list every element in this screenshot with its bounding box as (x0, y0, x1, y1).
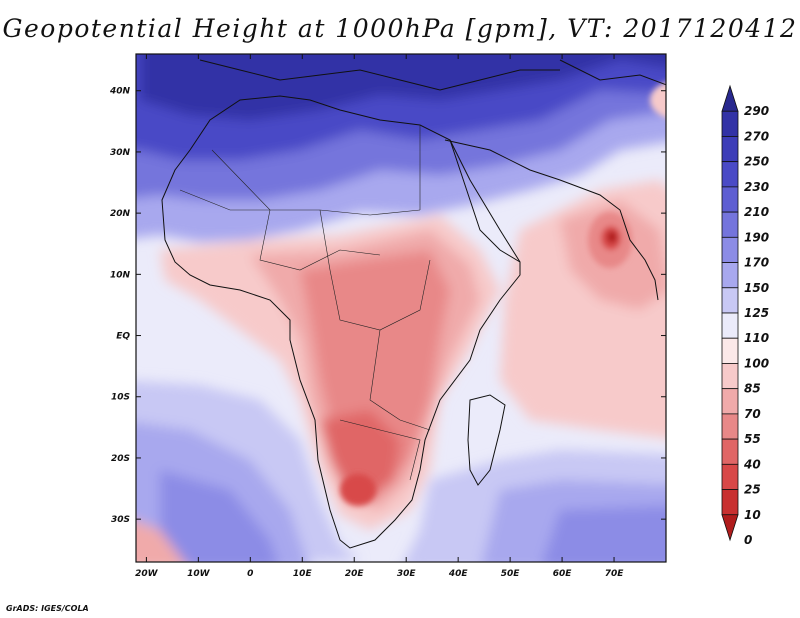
colorbar-swatch (721, 84, 739, 112)
lat-tick-label: 20N (110, 209, 131, 219)
country-borders (179, 125, 431, 481)
colorbar-label: 70 (744, 407, 761, 421)
colorbar-swatch (721, 186, 739, 213)
lon-tick-label: 10W (187, 569, 211, 579)
colorbar-swatch (721, 363, 739, 390)
plot-frame (135, 53, 667, 563)
lon-tick-label: 30E (397, 569, 417, 579)
lat-tick-label: 40N (109, 87, 131, 97)
colorbar-label: 10 (744, 508, 761, 522)
credit-label: GrADS: IGES/COLA (6, 604, 89, 613)
lat-tick-label: 20S (111, 454, 130, 464)
lat-tick-label: 30N (110, 148, 131, 158)
colorbar: 2902702502302101901701501251101008570554… (721, 84, 769, 547)
colorbar-swatch (721, 413, 739, 440)
lat-tick-label: 10S (111, 393, 130, 403)
colorbar-swatch (721, 312, 739, 339)
map-title: Geopotential Height at 1000hPa [gpm], VT… (2, 14, 798, 43)
height-field (136, 54, 666, 562)
colorbar-label: 85 (744, 382, 761, 396)
colorbar-swatch (721, 262, 739, 289)
lon-tick-label: 20W (135, 569, 159, 579)
colorbar-label: 0 (744, 533, 752, 547)
colorbar-swatch (721, 463, 739, 490)
colorbar-label: 290 (744, 104, 769, 118)
colorbar-label: 40 (743, 457, 761, 471)
colorbar-swatch (721, 236, 739, 263)
lon-tick-label: 40E (448, 569, 469, 579)
lon-tick-label: 50E (501, 569, 521, 579)
colorbar-label: 150 (744, 281, 769, 295)
colorbar-label: 170 (744, 256, 769, 270)
colorbar-swatch (721, 337, 739, 364)
colorbar-swatch (721, 110, 739, 137)
lon-tick-label: 0 (247, 569, 253, 579)
lon-tick-label: 10E (293, 569, 313, 579)
colorbar-label: 250 (744, 155, 769, 169)
colorbar-label: 125 (744, 306, 769, 320)
colorbar-label: 110 (744, 331, 769, 345)
colorbar-swatch (721, 438, 739, 465)
lon-tick-label: 20E (345, 569, 365, 579)
lon-tick-label: 60E (553, 569, 573, 579)
colorbar-swatch (721, 136, 739, 163)
lat-tick-label: 10N (110, 270, 131, 280)
colorbar-label: 55 (744, 432, 761, 446)
colorbar-swatch (721, 211, 739, 238)
colorbar-swatch (721, 489, 739, 516)
colorbar-swatch (721, 514, 739, 542)
colorbar-label: 230 (744, 180, 769, 194)
colorbar-label: 190 (744, 230, 769, 244)
colorbar-label: 25 (744, 483, 761, 497)
axis-ticks: 20W 10W 0 10E 20E 30E 40E 50E 60E 70E 40N 30N 20N 10N… (109, 54, 666, 579)
lon-tick-label: 70E (605, 569, 625, 579)
colorbar-swatch (721, 161, 739, 188)
lat-tick-label: 30S (111, 515, 130, 525)
coastlines (161, 59, 666, 549)
colorbar-label: 100 (744, 356, 769, 370)
colorbar-swatch (721, 287, 739, 314)
colorbar-label: 270 (744, 129, 769, 143)
lat-tick-label: EQ (116, 332, 130, 342)
colorbar-swatch (721, 388, 739, 415)
colorbar-label: 210 (744, 205, 769, 219)
